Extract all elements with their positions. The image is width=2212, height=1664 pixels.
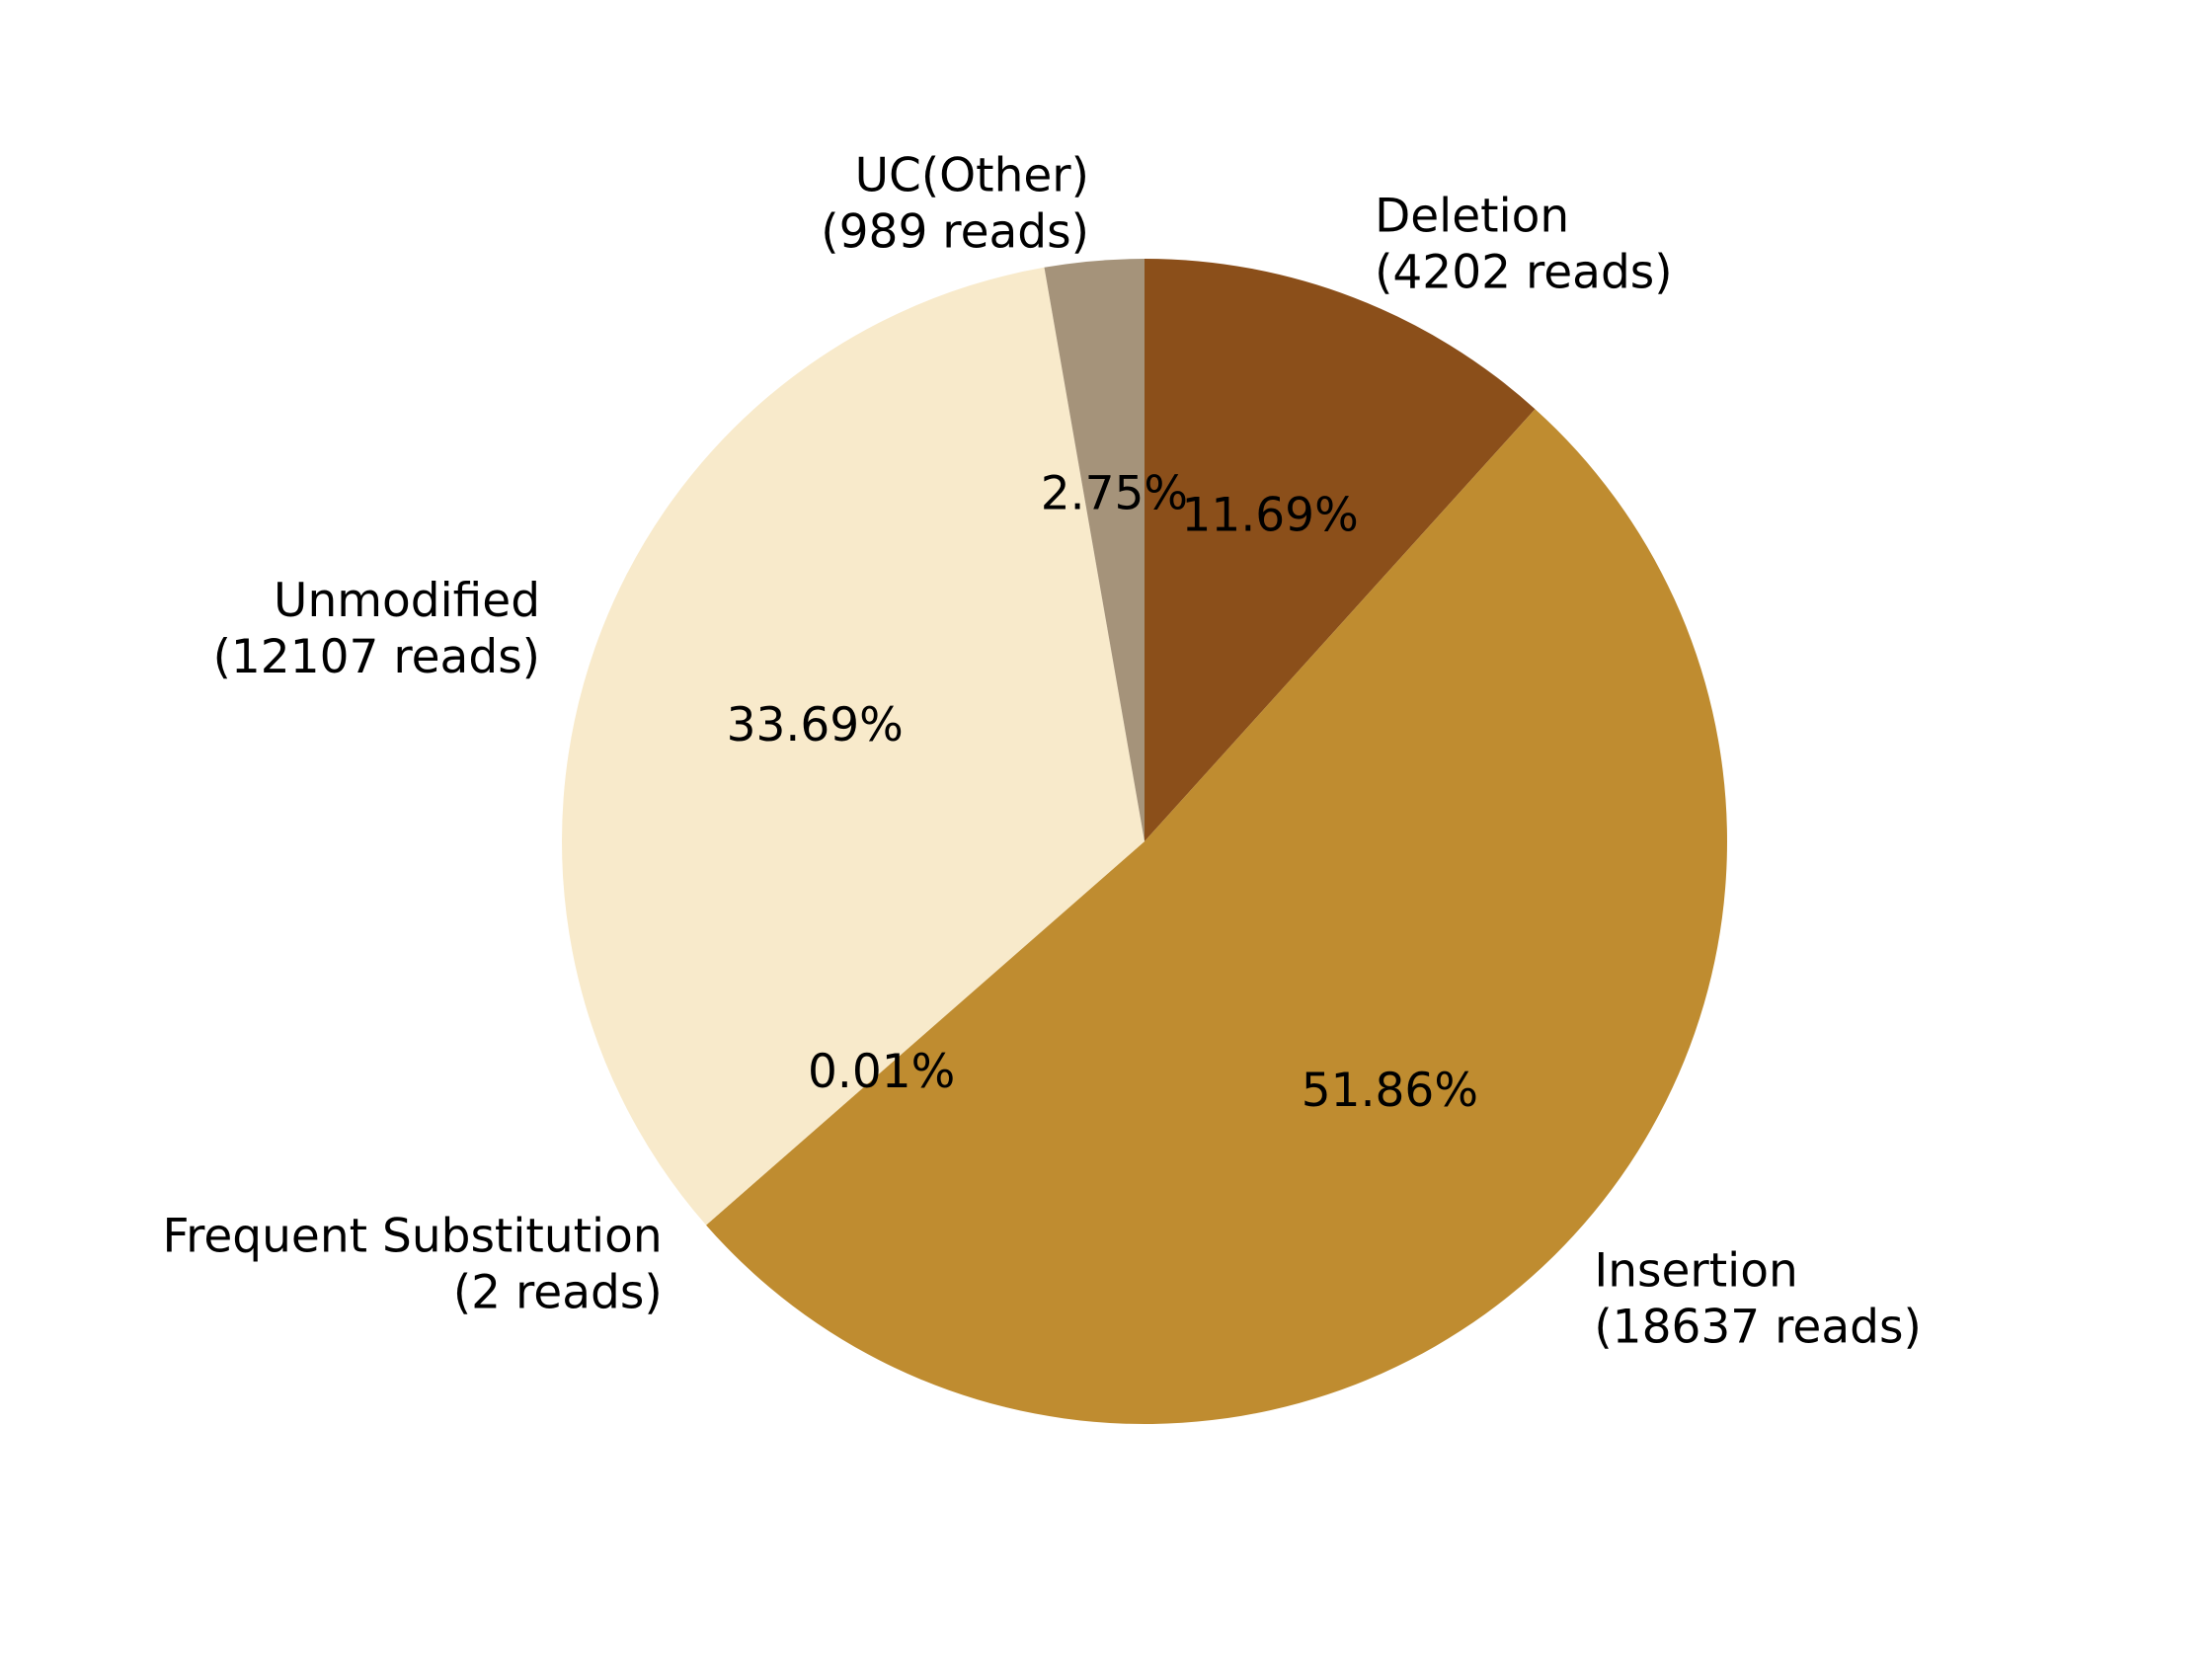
slice-percent-uc-other: 2.75% — [1041, 466, 1188, 520]
slice-name: Insertion — [1594, 1243, 1797, 1298]
slice-read-count: (2 reads) — [453, 1265, 663, 1319]
slice-name: UC(Other) — [855, 148, 1089, 202]
pie-slice-uc-other — [1044, 259, 1145, 841]
slice-name: Unmodified — [274, 574, 540, 628]
slice-percent-deletion: 11.69% — [1182, 489, 1359, 543]
slice-percent-insertion: 51.86% — [1302, 1064, 1478, 1118]
slice-read-count: (12107 reads) — [213, 630, 540, 684]
slice-percent-frequent-substitution: 0.01% — [808, 1045, 955, 1099]
slice-percent-unmodified: 33.69% — [727, 698, 904, 753]
pie-slice-unmodified — [562, 267, 1145, 1226]
slice-label-frequent-substitution: Frequent Substitution (2 reads) — [162, 1209, 662, 1319]
slice-read-count: (989 reads) — [821, 204, 1089, 259]
pie-slice-deletion — [1145, 259, 1536, 841]
slice-label-deletion: Deletion (4202 reads) — [1375, 189, 1673, 299]
slice-label-insertion: Insertion (18637 reads) — [1594, 1243, 1921, 1354]
slice-label-uc-other: UC(Other) (989 reads) — [821, 148, 1089, 259]
slice-label-unmodified: Unmodified (12107 reads) — [213, 574, 540, 684]
slice-read-count: (4202 reads) — [1375, 245, 1673, 299]
slice-name: Deletion — [1375, 189, 1569, 243]
slice-name: Frequent Substitution — [162, 1209, 662, 1263]
pie-slices — [562, 259, 1728, 1424]
pie-labels: Deletion (4202 reads) 11.69% Insertion (1863… — [162, 148, 1921, 1354]
slice-read-count: (18637 reads) — [1594, 1300, 1921, 1354]
pie-slice-insertion — [706, 409, 1728, 1424]
pie-slice-frequent-substitution — [706, 841, 1145, 1226]
